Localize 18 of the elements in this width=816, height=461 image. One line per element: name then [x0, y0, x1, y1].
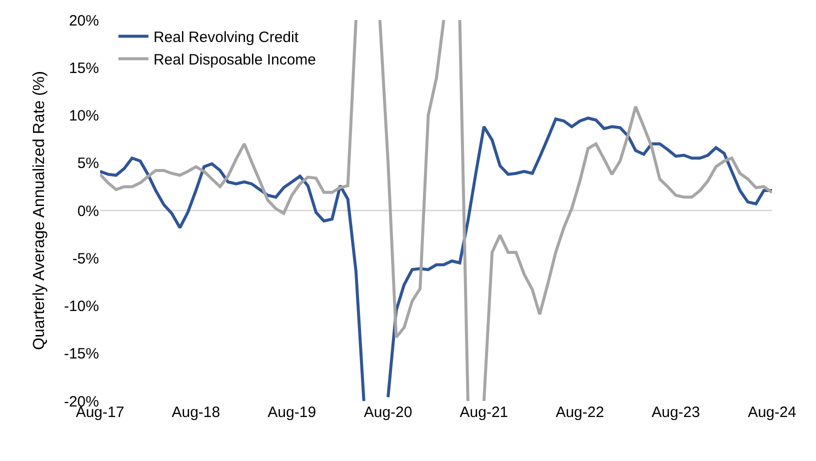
legend-label: Real Disposable Income: [153, 52, 316, 69]
x-tick-label: Aug-22: [556, 404, 604, 421]
x-tick-label: Aug-21: [460, 404, 508, 421]
legend-label: Real Revolving Credit: [153, 29, 300, 46]
y-tick-label: 20%: [68, 12, 99, 30]
x-tick-label: Aug-20: [364, 404, 412, 421]
x-tick-label: Aug-24: [748, 404, 796, 421]
y-tick-label: 10%: [68, 108, 99, 124]
x-tick-label: Aug-18: [172, 404, 220, 421]
y-tick-label: 0%: [77, 202, 99, 220]
y-tick-label: 5%: [77, 155, 99, 172]
x-tick-label: Aug-23: [652, 404, 700, 421]
y-tick-label: -5%: [72, 250, 99, 268]
y-axis-title: Quarterly Average Annualized Rate (%): [30, 71, 48, 350]
y-tick-label: 15%: [68, 60, 99, 77]
x-tick-label: Aug-19: [268, 404, 316, 421]
y-tick-label: -15%: [64, 346, 99, 363]
y-tick-label: -10%: [64, 298, 99, 315]
